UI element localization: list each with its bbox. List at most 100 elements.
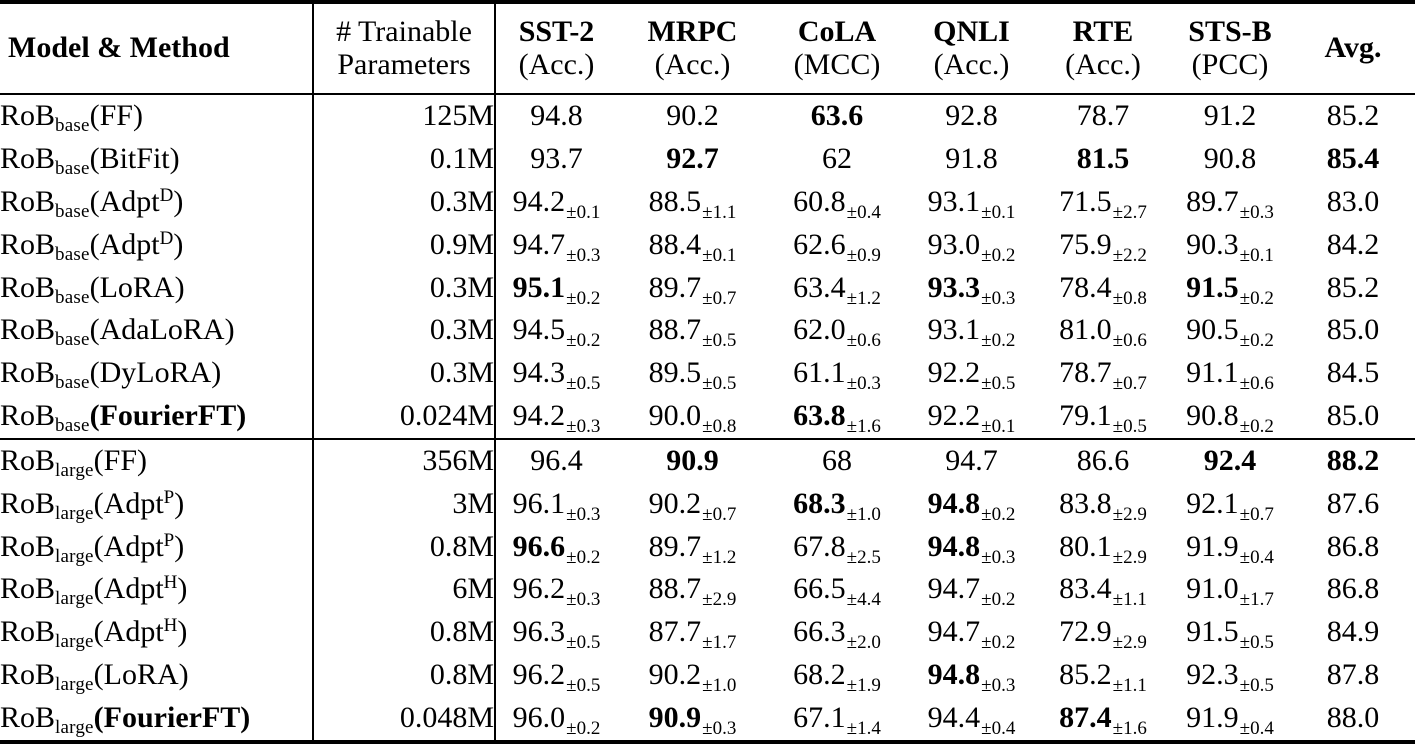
model-method-cell: RoBlarge(AdptP) <box>0 525 314 569</box>
metric-value-cell: 94.7±0.2 <box>906 611 1037 654</box>
metric-value-cell: 96.1±0.3 <box>495 483 617 526</box>
metric-std: ±0.6 <box>1112 330 1147 352</box>
model-name: RoB <box>0 529 56 563</box>
metric-std: ±1.7 <box>1239 589 1274 611</box>
trainable-params-cell: 0.3M <box>313 266 496 310</box>
model-method-cell: RoBbase(FF) <box>0 94 314 139</box>
metric-value-cell: 83.4±1.1 <box>1037 568 1169 611</box>
metric-value-cell: 90.2±0.7 <box>617 483 768 526</box>
metric-value-cell: 90.0±0.8 <box>617 395 768 439</box>
method-name: (LoRA) <box>93 657 189 691</box>
column-header-title: Model & Method <box>8 31 230 65</box>
metric-value-cell: 66.5±4.4 <box>768 568 906 611</box>
metric-value-cell: 92.3±0.5 <box>1169 654 1291 697</box>
metric-std: ±0.2 <box>566 330 601 352</box>
model-name: RoB <box>0 701 56 735</box>
column-header-trainable: # Trainable Parameters <box>313 2 496 95</box>
model-size-subscript: base <box>55 201 90 222</box>
metric-value: 90.8 <box>1203 142 1257 176</box>
table-row-rob-base-adptd: RoBbase(AdptD) 0.9M 94.7±0.3 88.4±0.1 62.6±0… <box>0 223 1415 267</box>
metric-value: 94.7 <box>927 615 981 649</box>
metric-value-cell: 94.8±0.2 <box>906 483 1037 526</box>
metric-value-cell: 90.5±0.2 <box>1169 309 1291 352</box>
section-roberta-large: RoBlarge(FF) 356M 96.4 90.9 68 94.7 86.6 92.4 88… <box>0 438 1415 742</box>
metric-value-cell: 90.2 <box>617 94 768 138</box>
column-header-title: # Trainable <box>336 15 472 49</box>
metric-value-cell: 91.1±0.6 <box>1169 352 1291 395</box>
metric-value-cell: 91.8 <box>906 138 1037 181</box>
metric-value-cell: 68.3±1.0 <box>768 483 906 526</box>
metric-std: ±1.1 <box>1112 589 1147 611</box>
metric-value: 84.5 <box>1326 356 1380 389</box>
model-name: RoB <box>0 99 56 133</box>
metric-value: 90.8 <box>1186 398 1239 432</box>
metric-std: ±0.2 <box>566 287 601 309</box>
metric-std: ±1.1 <box>702 202 737 223</box>
metric-value: 85.2 <box>1059 657 1112 691</box>
metric-value-cell: 92.1±0.7 <box>1169 483 1291 526</box>
metric-value-cell: 93.1±0.1 <box>906 181 1037 224</box>
trainable-params-cell: 6M <box>313 568 496 612</box>
metric-value-cell: 91.9±0.4 <box>1169 526 1291 569</box>
metric-value-cell: 91.5±0.2 <box>1169 266 1291 309</box>
metric-value-cell: 71.5±2.7 <box>1037 181 1169 224</box>
metric-value: 60.8 <box>793 185 846 218</box>
metric-std: ±1.9 <box>846 674 881 696</box>
metric-std: ±0.1 <box>702 244 737 266</box>
metric-value-cell: 90.9 <box>617 439 768 483</box>
metric-std: ±0.2 <box>981 503 1016 525</box>
metric-value: 90.5 <box>1186 313 1239 347</box>
metric-value-cell: 92.4 <box>1169 439 1291 483</box>
metric-value: 91.9 <box>1186 701 1239 735</box>
metric-value-cell: 93.1±0.2 <box>906 309 1037 352</box>
column-header-title: STS-B <box>1188 15 1272 49</box>
metric-value: 63.6 <box>810 99 864 133</box>
metric-value: 90.2 <box>648 657 702 691</box>
metric-value-cell: 90.3±0.1 <box>1169 224 1291 267</box>
metric-std: ±0.9 <box>846 244 881 266</box>
metric-std: ±0.4 <box>1239 546 1274 568</box>
method-name: (AdptP) <box>93 486 185 520</box>
model-method-cell: RoBbase(DyLoRA) <box>0 351 314 395</box>
metric-value-cell: 84.5 <box>1291 352 1415 395</box>
metric-std: ±2.9 <box>1112 632 1147 654</box>
metric-value-cell: 85.2 <box>1291 94 1415 138</box>
metric-value: 91.0 <box>1186 572 1239 606</box>
table-row-rob-large-fourierft: RoBlarge(FourierFT) 0.048M 96.0±0.2 90.9±0.… <box>0 696 1415 742</box>
metric-value-cell: 87.4±1.6 <box>1037 697 1169 742</box>
metric-std: ±0.2 <box>981 632 1016 654</box>
metric-value-cell: 94.5±0.2 <box>495 309 617 352</box>
metric-value-cell: 88.7±0.5 <box>617 309 768 352</box>
metric-value-cell: 83.8±2.9 <box>1037 483 1169 526</box>
table-row-rob-base-dylora: RoBbase(DyLoRA) 0.3M 94.3±0.5 89.5±0.5 61.1±… <box>0 351 1415 395</box>
metric-value-cell: 78.7 <box>1037 94 1169 138</box>
metric-std: ±0.3 <box>1239 202 1274 223</box>
metric-value: 90.3 <box>1186 227 1239 261</box>
model-name: RoB <box>0 270 56 304</box>
metric-value: 94.4 <box>927 701 981 735</box>
metric-value-cell: 78.4±0.8 <box>1037 266 1169 309</box>
method-variant-superscript: P <box>163 529 175 551</box>
method-variant-superscript: P <box>163 486 175 508</box>
metric-value: 91.2 <box>1203 99 1257 133</box>
metric-value: 81.5 <box>1076 142 1130 176</box>
metric-value: 90.0 <box>648 398 702 432</box>
table-row-rob-base-bitfit: RoBbase(BitFit) 0.1M 93.7 92.7 62 91.8 81.5 90.… <box>0 138 1415 181</box>
metric-std: ±0.5 <box>1112 415 1147 437</box>
method-name: (FourierFT) <box>93 701 251 735</box>
metric-std: ±0.5 <box>566 674 601 696</box>
metric-value: 95.1 <box>512 270 566 304</box>
metric-std: ±1.6 <box>846 415 881 437</box>
metric-value-cell: 86.8 <box>1291 568 1415 611</box>
metric-value-cell: 94.8±0.3 <box>906 654 1037 697</box>
metric-std: ±1.1 <box>1112 674 1147 696</box>
metric-value-cell: 61.1±0.3 <box>768 352 906 395</box>
metric-value: 91.5 <box>1186 270 1239 304</box>
metric-value-cell: 66.3±2.0 <box>768 611 906 654</box>
metric-value-cell: 80.1±2.9 <box>1037 526 1169 569</box>
method-variant-superscript: H <box>163 615 178 637</box>
metric-value: 88.5 <box>648 185 702 218</box>
metric-value-cell: 96.4 <box>495 439 617 483</box>
metric-value-cell: 94.2±0.3 <box>495 395 617 439</box>
metric-value: 68 <box>822 444 852 478</box>
